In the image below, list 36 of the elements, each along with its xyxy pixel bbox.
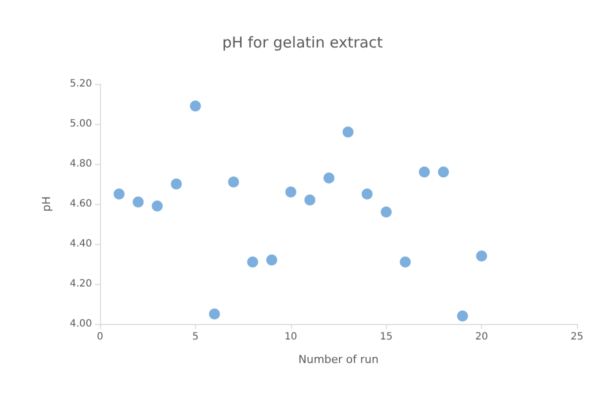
point — [152, 200, 163, 212]
point — [266, 254, 278, 266]
y-tick-label: 5.00 — [70, 118, 92, 130]
x-axis-title: Number of run — [298, 353, 379, 366]
point — [304, 194, 316, 206]
point — [400, 256, 411, 268]
point — [170, 178, 182, 190]
point — [457, 310, 468, 322]
point — [228, 176, 240, 188]
point — [476, 250, 488, 262]
point — [285, 186, 296, 198]
chart-title: pH for gelatin extract — [222, 34, 383, 52]
y-tick-label: 4.40 — [70, 238, 92, 250]
point — [342, 126, 354, 138]
point — [114, 188, 125, 200]
point — [132, 196, 144, 208]
point — [362, 188, 373, 200]
x-tick-label: 15 — [380, 332, 393, 342]
y-tick-label: 5.20 — [70, 78, 92, 90]
y-tick-label: 4.80 — [70, 158, 92, 170]
point — [323, 172, 334, 184]
x-tick-label: 5 — [192, 332, 199, 342]
y-tick-label: 4.60 — [70, 198, 92, 210]
point — [247, 256, 258, 268]
x-tick-label: 25 — [570, 332, 584, 342]
point — [208, 308, 220, 320]
x-tick-label: 10 — [284, 332, 298, 342]
point — [418, 166, 430, 178]
y-tick-label: 4.20 — [70, 278, 92, 290]
point — [438, 166, 449, 178]
y-axis-title: pH — [40, 196, 53, 212]
x-tick-label: 0 — [96, 332, 104, 342]
point — [190, 100, 201, 112]
x-tick-label: 20 — [475, 332, 488, 342]
point — [380, 206, 392, 218]
y-tick-label: 4.00 — [70, 318, 92, 330]
